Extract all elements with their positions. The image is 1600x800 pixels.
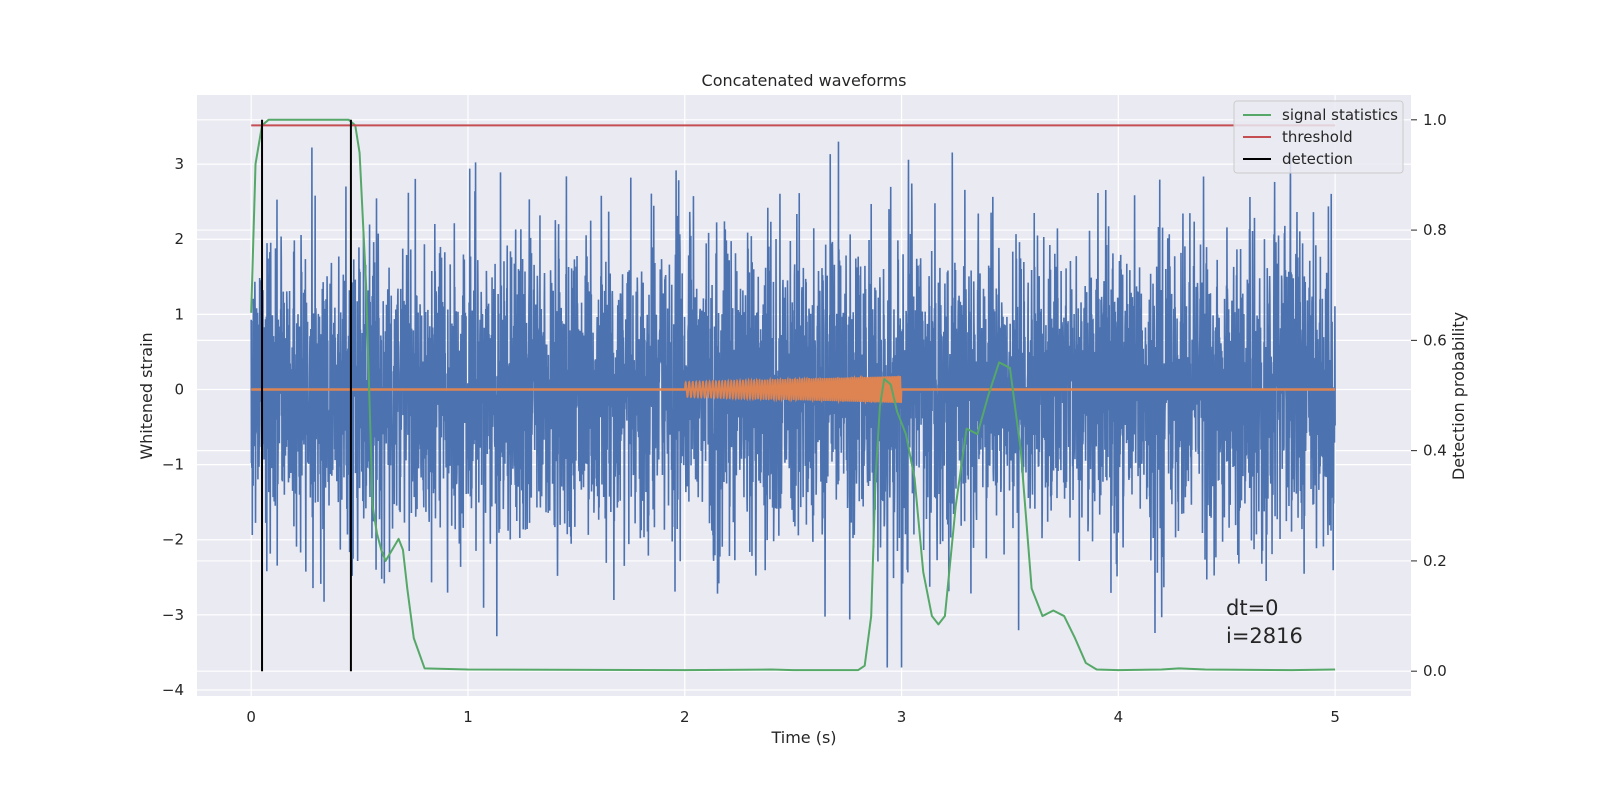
x-axis: 0 1 2 3 4 5 bbox=[246, 708, 1339, 726]
series-whitened-strain bbox=[250, 141, 1336, 668]
y-axis-label: Whitened strain bbox=[137, 332, 156, 459]
legend-label-signal-statistics: signal statistics bbox=[1282, 106, 1398, 124]
x-tick-label: 3 bbox=[897, 708, 907, 726]
y-tick-label: 0 bbox=[174, 380, 184, 398]
y-axis-left: 3 2 1 0 −1 −2 −3 −4 bbox=[162, 155, 184, 699]
x-tick-label: 0 bbox=[246, 708, 256, 726]
y-tick-label: −2 bbox=[162, 531, 184, 549]
y-tick-label: 2 bbox=[174, 230, 184, 248]
y-tick-label: 3 bbox=[174, 155, 184, 173]
strain-trace bbox=[250, 141, 1336, 668]
legend-label-threshold: threshold bbox=[1282, 128, 1353, 146]
y2-axis-label: Detection probability bbox=[1449, 312, 1468, 480]
y2-tick-label: 0.8 bbox=[1423, 221, 1447, 239]
legend-box bbox=[1233, 100, 1404, 174]
y-tick-label: −3 bbox=[162, 606, 184, 624]
y-axis-right: 1.0 0.8 0.6 0.4 0.2 0.0 bbox=[1411, 111, 1447, 680]
y-tick-label: −1 bbox=[162, 456, 184, 474]
series-injected-chirp bbox=[251, 374, 1336, 405]
y2-tick-label: 0.6 bbox=[1423, 331, 1447, 349]
x-axis-label: Time (s) bbox=[770, 728, 836, 747]
legend: signal statistics threshold detection bbox=[1233, 100, 1404, 174]
y-tick-label: −4 bbox=[162, 681, 184, 699]
y2-tick-label: 0.0 bbox=[1423, 662, 1447, 680]
signal-statistics-line bbox=[250, 118, 1336, 672]
x-tick-label: 1 bbox=[463, 708, 473, 726]
chart-title: Concatenated waveforms bbox=[702, 71, 907, 90]
x-tick-label: 5 bbox=[1330, 708, 1340, 726]
x-tick-label: 4 bbox=[1114, 708, 1124, 726]
x-tick-label: 2 bbox=[680, 708, 690, 726]
y2-tick-label: 0.2 bbox=[1423, 552, 1447, 570]
y-tick-label: 1 bbox=[174, 305, 184, 323]
y2-tick-label: 1.0 bbox=[1423, 111, 1447, 129]
y2-tick-label: 0.4 bbox=[1423, 442, 1447, 460]
annotation-index: i=2816 bbox=[1226, 624, 1303, 648]
legend-label-detection: detection bbox=[1282, 150, 1353, 168]
series-signal-statistics bbox=[250, 118, 1336, 672]
annotation-dt: dt=0 bbox=[1226, 596, 1279, 620]
series-detection bbox=[261, 119, 352, 672]
chirp-trace bbox=[683, 374, 903, 405]
